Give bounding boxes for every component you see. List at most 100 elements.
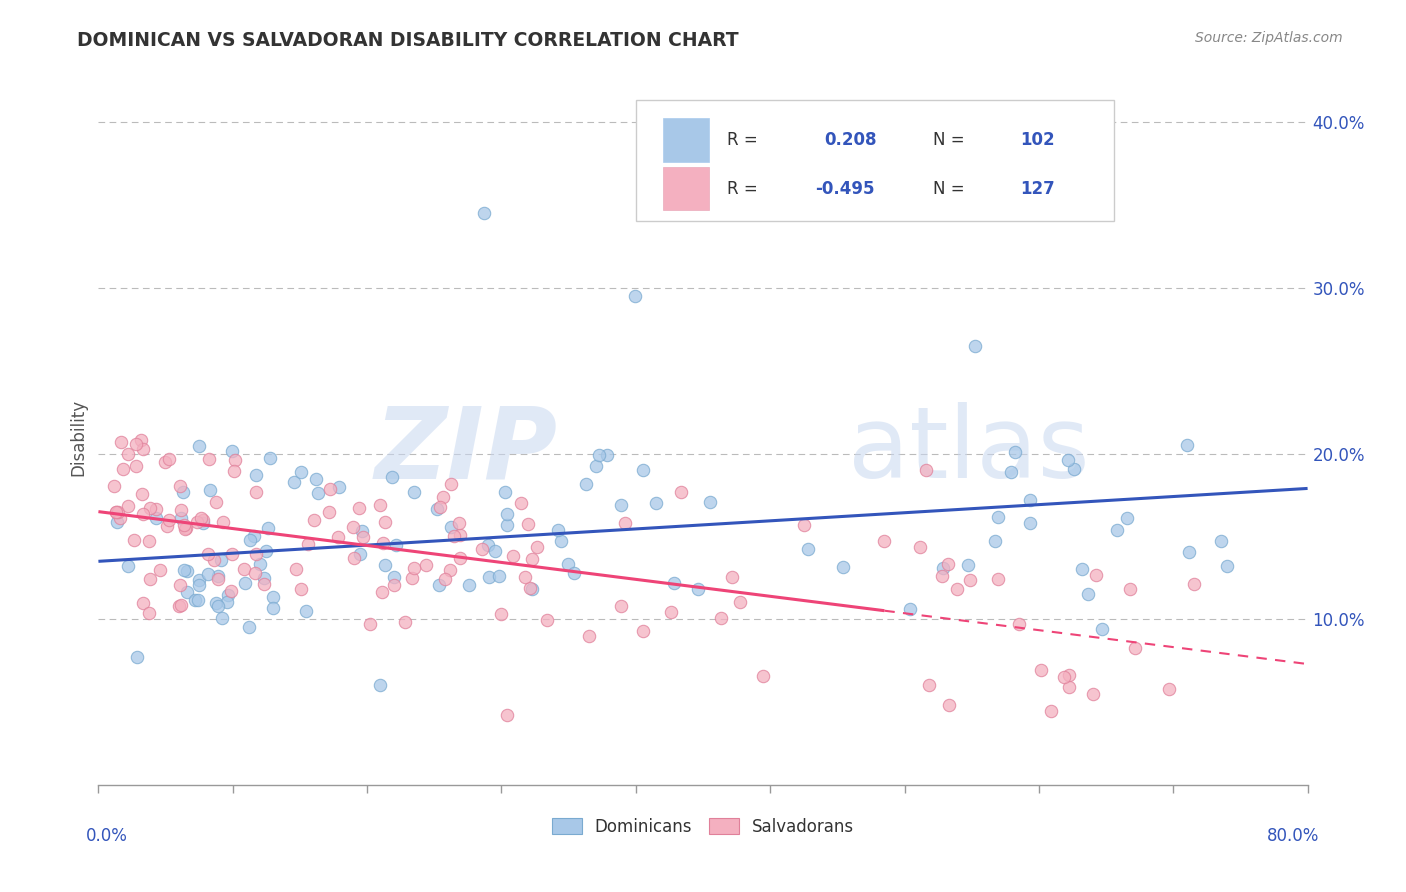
Point (284, 562, 307, 576)
Point (350, 524, 373, 539)
Point (1107, 524, 1129, 538)
Point (936, 557, 959, 571)
Point (439, 563, 461, 577)
Point (110, 434, 132, 449)
Point (1008, 616, 1031, 631)
Point (107, 505, 129, 519)
Point (343, 550, 366, 565)
Point (207, 569, 229, 583)
Point (254, 544, 277, 558)
Point (496, 508, 519, 522)
Point (432, 491, 454, 505)
Point (127, 649, 149, 664)
Point (751, 668, 773, 682)
Point (305, 473, 328, 487)
Point (371, 585, 394, 599)
Point (1216, 558, 1239, 573)
Point (200, 483, 222, 497)
Point (187, 593, 209, 607)
FancyBboxPatch shape (664, 167, 709, 211)
Point (426, 502, 449, 516)
Point (793, 518, 815, 533)
Text: N =: N = (932, 179, 970, 198)
Point (245, 484, 267, 499)
Point (433, 572, 456, 586)
Point (132, 596, 155, 610)
Point (720, 570, 742, 584)
Point (138, 606, 160, 620)
Point (489, 607, 512, 621)
Point (1119, 582, 1142, 596)
Point (382, 578, 405, 592)
Point (170, 599, 193, 613)
Point (1019, 493, 1042, 508)
Point (402, 485, 425, 500)
Point (1070, 562, 1092, 576)
Point (326, 530, 349, 544)
Point (728, 595, 751, 609)
Text: -0.495: -0.495 (815, 179, 875, 198)
Point (938, 698, 960, 713)
FancyBboxPatch shape (637, 100, 1114, 221)
Point (1116, 511, 1139, 525)
Text: 102: 102 (1019, 131, 1054, 149)
Point (145, 511, 167, 525)
Point (170, 511, 193, 525)
Point (478, 570, 501, 584)
Point (217, 588, 239, 602)
Point (156, 519, 179, 533)
Point (443, 529, 465, 543)
Point (519, 581, 541, 595)
Point (914, 462, 936, 476)
Point (557, 557, 579, 571)
Point (1059, 668, 1081, 682)
Point (522, 552, 544, 566)
Point (117, 500, 139, 514)
Point (1053, 670, 1076, 684)
Point (245, 547, 267, 561)
Point (368, 677, 391, 691)
Point (631, 624, 654, 638)
Point (112, 462, 135, 476)
Point (513, 570, 536, 584)
Point (243, 528, 266, 542)
Point (347, 501, 370, 516)
Point (197, 548, 219, 562)
Point (110, 511, 132, 525)
Point (831, 560, 853, 574)
Point (153, 455, 176, 469)
Point (197, 567, 219, 582)
Point (1063, 462, 1085, 476)
Text: DOMINICAN VS SALVADORAN DISABILITY CORRELATION CHART: DOMINICAN VS SALVADORAN DISABILITY CORRE… (77, 31, 740, 50)
Point (624, 289, 647, 303)
Point (205, 495, 228, 509)
Point (1182, 576, 1205, 591)
Point (191, 513, 214, 527)
Point (157, 513, 180, 527)
Point (1123, 640, 1146, 655)
Point (262, 600, 284, 615)
Point (965, 339, 987, 353)
Point (319, 482, 342, 496)
Point (139, 500, 162, 515)
Point (174, 523, 197, 537)
Point (550, 533, 572, 548)
Point (1085, 568, 1108, 582)
Point (987, 572, 1010, 586)
Point (170, 503, 193, 517)
Point (381, 469, 404, 483)
Point (659, 606, 682, 620)
Point (222, 464, 245, 478)
Legend: Dominicans, Salvadorans: Dominicans, Salvadorans (546, 812, 860, 843)
Point (394, 615, 416, 629)
Point (440, 519, 463, 533)
Point (472, 206, 495, 220)
Point (176, 564, 198, 578)
Point (931, 569, 953, 583)
Point (249, 557, 271, 571)
Point (447, 516, 470, 530)
Point (125, 458, 148, 473)
Text: atlas: atlas (848, 402, 1090, 500)
Point (238, 620, 260, 634)
Point (105, 515, 128, 529)
